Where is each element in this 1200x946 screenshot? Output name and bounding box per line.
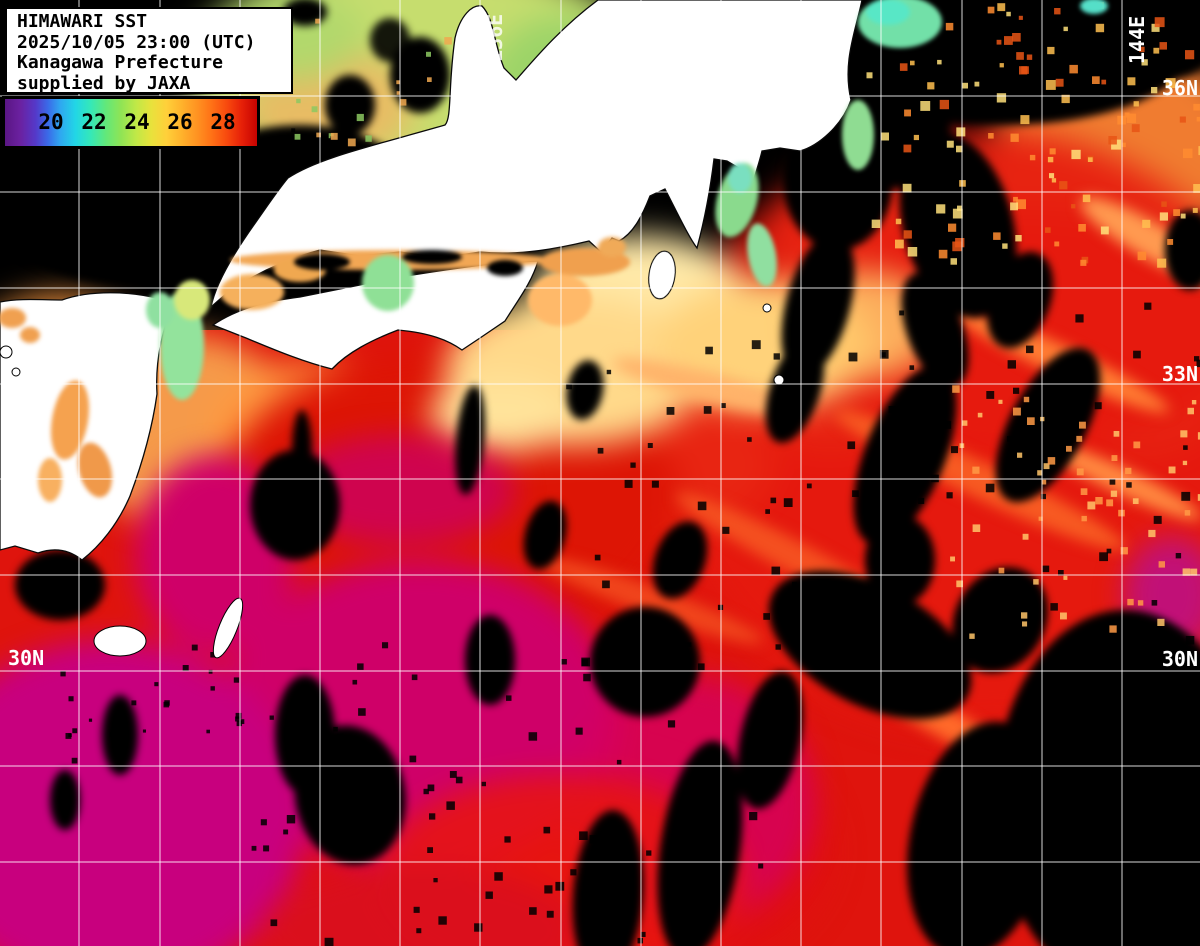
island-yakushima (93, 625, 147, 657)
islet (11, 367, 21, 377)
grid-label-30n: 30N (8, 646, 44, 670)
colorbar-tick-28: 28 (210, 110, 236, 134)
island-awaji (648, 250, 676, 300)
product-title: HIMAWARI SST (17, 11, 148, 32)
timestamp: 2025/10/05 23:00 (UTC) (17, 31, 256, 53)
colorbar-tick-26: 26 (167, 110, 193, 134)
graticule-labels: 136E 144E 36N 33N 30N 30N (8, 14, 1198, 671)
colorbar-tick-22: 22 (81, 110, 107, 134)
source-credit: supplied by JAXA (17, 72, 191, 94)
colorbar-gradient: 20 22 24 26 28 (5, 99, 257, 146)
grid-label-30n: 30N (1162, 647, 1198, 671)
title-box: HIMAWARI SST 2025/10/05 23:00 (UTC) Kana… (5, 7, 293, 94)
islet (0, 345, 13, 359)
sst-colorbar: 20 22 24 26 28 (2, 96, 260, 149)
grid-label-33n: 33N (1162, 362, 1198, 386)
islet (762, 303, 772, 313)
islet (773, 374, 785, 386)
grid-label-36n: 36N (1162, 76, 1198, 100)
grid-label-136e: 136E (483, 14, 507, 62)
grid-label-144e: 144E (1125, 16, 1149, 64)
colorbar-tick-20: 20 (38, 110, 64, 134)
region-label: Kanagawa Prefecture (17, 52, 223, 73)
inland-sea-and-bays (0, 0, 1108, 502)
pixel-speckle (60, 2, 1200, 946)
colorbar-tick-24: 24 (124, 110, 150, 134)
